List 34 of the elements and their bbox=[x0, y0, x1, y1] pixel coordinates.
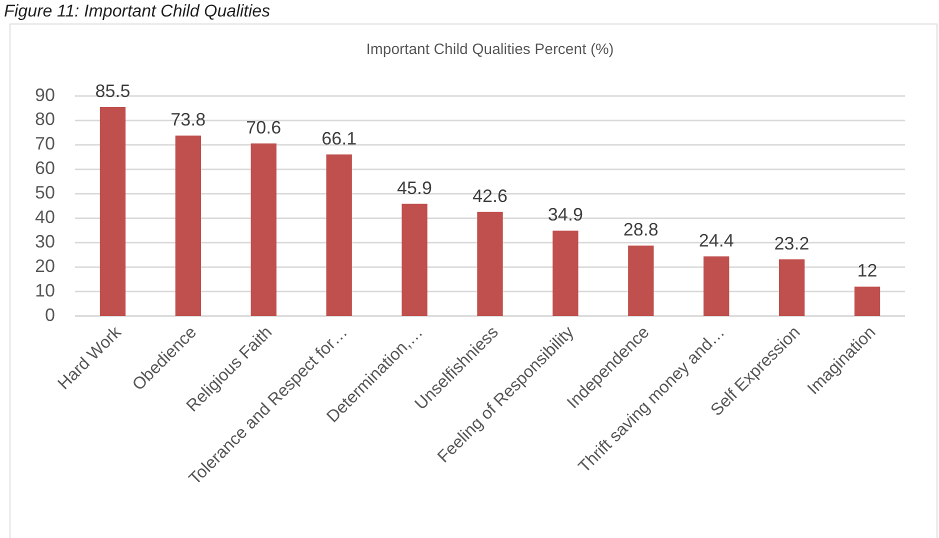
data-label: 34.9 bbox=[548, 204, 583, 225]
bar bbox=[854, 286, 880, 316]
y-tick-label: 60 bbox=[34, 158, 55, 178]
data-label: 85.5 bbox=[95, 81, 130, 101]
caption: Figure 11: Important Child Qualities bbox=[4, 1, 271, 20]
bar bbox=[778, 259, 805, 316]
bar bbox=[477, 212, 503, 316]
y-tick-label: 90 bbox=[34, 84, 55, 105]
y-tick-label: 40 bbox=[34, 206, 55, 227]
chart-title: Important Child Qualities Percent (%) bbox=[366, 41, 614, 58]
bar bbox=[100, 107, 126, 316]
data-label: 12 bbox=[857, 260, 878, 281]
y-tick-label: 10 bbox=[34, 280, 55, 300]
y-tick-label: 30 bbox=[34, 231, 55, 252]
bar bbox=[628, 246, 654, 316]
bar bbox=[326, 154, 352, 316]
y-tick-label: 50 bbox=[34, 182, 55, 203]
data-label: 70.6 bbox=[246, 117, 282, 138]
data-label: 45.9 bbox=[397, 178, 432, 198]
data-label: 73.8 bbox=[170, 110, 206, 130]
y-tick-label: 0 bbox=[44, 304, 55, 325]
bar bbox=[175, 136, 202, 316]
data-label: 23.2 bbox=[774, 233, 810, 254]
y-tick-label: 70 bbox=[34, 134, 55, 154]
y-tick-label: 80 bbox=[34, 109, 55, 130]
data-label: 66.1 bbox=[322, 128, 357, 148]
data-label: 28.8 bbox=[623, 220, 658, 240]
data-label: 42.6 bbox=[472, 186, 508, 206]
data-label: 24.4 bbox=[698, 230, 734, 250]
bar bbox=[402, 204, 428, 316]
bar bbox=[704, 256, 730, 316]
y-tick-label: 20 bbox=[34, 256, 55, 276]
bar bbox=[552, 230, 578, 316]
bar bbox=[250, 143, 276, 316]
